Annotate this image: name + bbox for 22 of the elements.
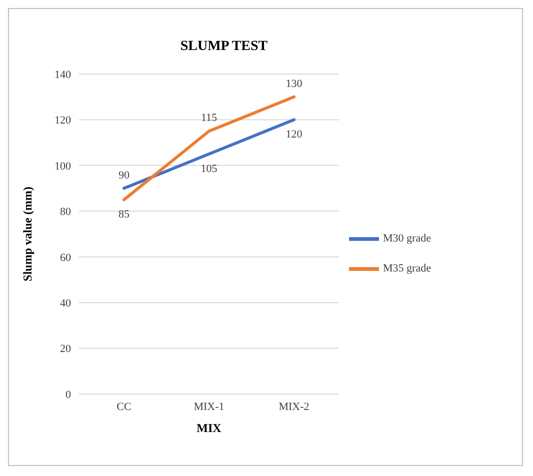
y-tick-label: 100 [54,160,72,172]
y-tick-label: 120 [54,114,72,127]
x-tick-label: MIX-2 [278,400,310,413]
y-tick-label: 60 [60,252,72,264]
x-tick-label: CC [116,400,132,413]
legend-label: M30 grade [383,232,431,245]
y-tick-label: 40 [60,297,72,310]
data-label: 90 [118,169,130,182]
data-label: 130 [286,78,303,90]
data-label: 115 [200,112,218,124]
y-tick-label: 20 [60,343,72,356]
x-axis-title: MIX [196,421,222,435]
y-tick-label: 0 [66,388,72,401]
y-axis-title: Slump value (mm) [20,186,34,282]
data-label: 120 [286,128,303,141]
x-tick-label: MIX-1 [194,400,224,413]
legend-label: M35 grade [383,262,431,275]
chart-title: SLUMP TEST [179,39,269,55]
data-label: 85 [118,208,130,221]
y-tick-label: 140 [54,68,72,81]
y-tick-label: 80 [60,206,72,218]
data-label: 105 [200,163,218,175]
